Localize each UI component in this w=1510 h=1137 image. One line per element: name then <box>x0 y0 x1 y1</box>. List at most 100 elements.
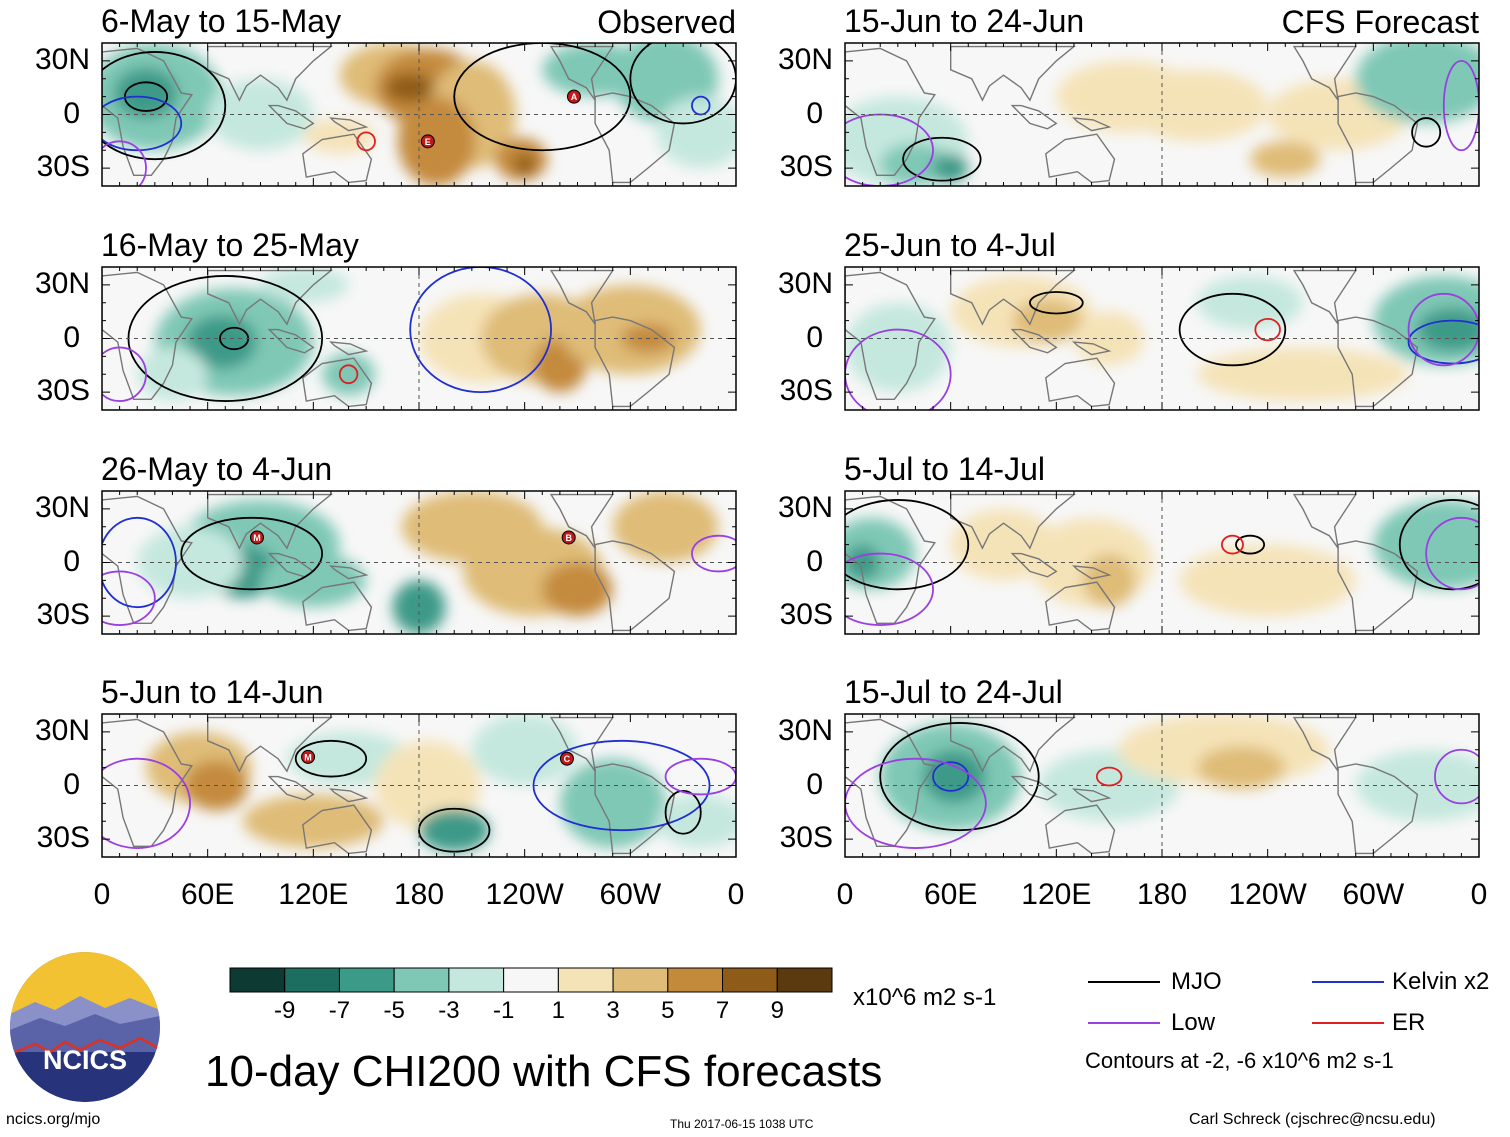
contour-mjo <box>1398 499 1479 591</box>
anomaly-blob <box>322 352 375 396</box>
footer-site: ncics.org/mjo <box>6 1111 101 1128</box>
anomaly-blob <box>656 96 736 169</box>
anomaly-blob <box>1250 141 1321 178</box>
contour-low <box>1434 748 1479 805</box>
contour-low <box>845 552 934 626</box>
x-tick-label: 120E <box>1021 878 1092 911</box>
coastline <box>1010 328 1058 354</box>
storm-marker <box>566 89 581 104</box>
coastline <box>594 92 676 184</box>
contour-kelvin <box>691 95 711 116</box>
contour-low <box>102 346 147 402</box>
contour-mjo <box>1029 291 1084 315</box>
contour-kelvin <box>932 761 970 792</box>
colorbar-swatch <box>338 967 395 993</box>
column-label-0: Observed <box>597 4 736 40</box>
column-label-1: CFS Forecast <box>1281 4 1479 40</box>
anomaly-blob <box>1197 347 1409 402</box>
colorbar-swatch <box>722 967 778 993</box>
colorbar-swatch <box>612 967 669 993</box>
panel-title-2: 26-May to 4-Jun <box>101 451 333 487</box>
colorbar-swatch <box>393 967 450 993</box>
storm-marker <box>249 530 264 545</box>
x-tick-label: 0 <box>93 878 111 911</box>
colorbar-swatch <box>448 967 505 993</box>
contour-mjo <box>102 51 227 161</box>
panel-5 <box>844 266 1480 411</box>
coastline <box>845 47 936 176</box>
anomaly-blob <box>137 347 208 402</box>
coastline <box>594 540 676 632</box>
coastline <box>1010 552 1058 578</box>
y-tick-label: 0 <box>806 96 823 130</box>
y-tick-label: 30N <box>777 266 833 300</box>
contour-low <box>102 140 147 186</box>
contour-mjo <box>418 807 491 853</box>
anomaly-blob <box>933 153 969 183</box>
anomaly-blob <box>397 96 476 186</box>
coastline <box>267 104 315 130</box>
storm-letter: E <box>425 137 431 147</box>
colorbar-label: -5 <box>383 997 405 1024</box>
coastline <box>102 47 193 176</box>
anomaly-blob <box>1355 43 1479 124</box>
coastline <box>207 493 333 550</box>
anomaly-blob <box>612 491 719 563</box>
y-tick-label: 30S <box>779 374 833 408</box>
legend-label-kelvin: Kelvin x2 <box>1392 968 1490 995</box>
colorbar-label: 9 <box>770 997 784 1024</box>
anomaly-blob <box>1417 308 1479 352</box>
coastline <box>1045 581 1116 632</box>
colorbar-swatch <box>776 967 833 993</box>
x-tick-label: 120W <box>1228 878 1307 911</box>
anomaly-blob <box>1373 499 1479 590</box>
storm-letter: M <box>253 533 261 543</box>
x-tick-label: 0 <box>1470 878 1488 911</box>
colorbar-swatch <box>503 967 559 993</box>
y-tick-label: 30N <box>777 42 833 76</box>
contour-mjo <box>629 43 736 125</box>
x-tick-label: 60W <box>1342 878 1405 911</box>
x-tick-label: 180 <box>1136 878 1188 911</box>
storm-marker <box>301 749 316 764</box>
anomaly-blob <box>559 758 666 849</box>
coastline <box>594 763 676 855</box>
storm-letter: M <box>304 752 312 762</box>
coastline <box>1071 341 1112 356</box>
y-tick-label: 0 <box>63 544 80 578</box>
colorbar-label: 1 <box>551 997 566 1024</box>
coastline <box>207 269 333 326</box>
y-tick-label: 30N <box>34 713 90 747</box>
legend-label-low: Low <box>1171 1009 1216 1036</box>
y-tick-label: 30S <box>779 598 833 632</box>
colorbar-swatch <box>284 967 340 993</box>
contour-low <box>102 570 156 626</box>
anomaly-blob <box>1082 553 1136 608</box>
coastline <box>950 45 1076 102</box>
colorbar-swatch <box>229 967 286 993</box>
coastline <box>950 269 1076 326</box>
anomaly-blob <box>242 794 384 849</box>
x-tick-label: 60W <box>599 878 662 911</box>
y-tick-label: 0 <box>806 544 823 578</box>
contour-er <box>1220 534 1244 555</box>
storm-marker <box>561 530 576 545</box>
coastline <box>102 718 193 847</box>
footer-timestamp: Thu 2017-06-15 1038 UTC <box>670 1117 814 1131</box>
colorbar-label: -7 <box>328 997 351 1024</box>
coastline <box>1045 357 1116 408</box>
colorbar-units: x10^6 m2 s-1 <box>853 984 997 1011</box>
coastline <box>845 718 936 847</box>
anomaly-blob <box>419 808 490 852</box>
contour-low <box>845 328 952 410</box>
y-tick-label: 30S <box>779 821 833 855</box>
contour-mjo <box>453 43 632 152</box>
storm-marker <box>420 134 435 149</box>
x-tick-label: 60E <box>923 878 978 911</box>
contour-mjo <box>123 81 169 112</box>
coastline <box>950 493 1076 550</box>
y-tick-label: 30N <box>777 490 833 524</box>
contour-low <box>1407 292 1479 367</box>
coastline <box>1337 92 1419 184</box>
y-tick-label: 30S <box>36 374 90 408</box>
